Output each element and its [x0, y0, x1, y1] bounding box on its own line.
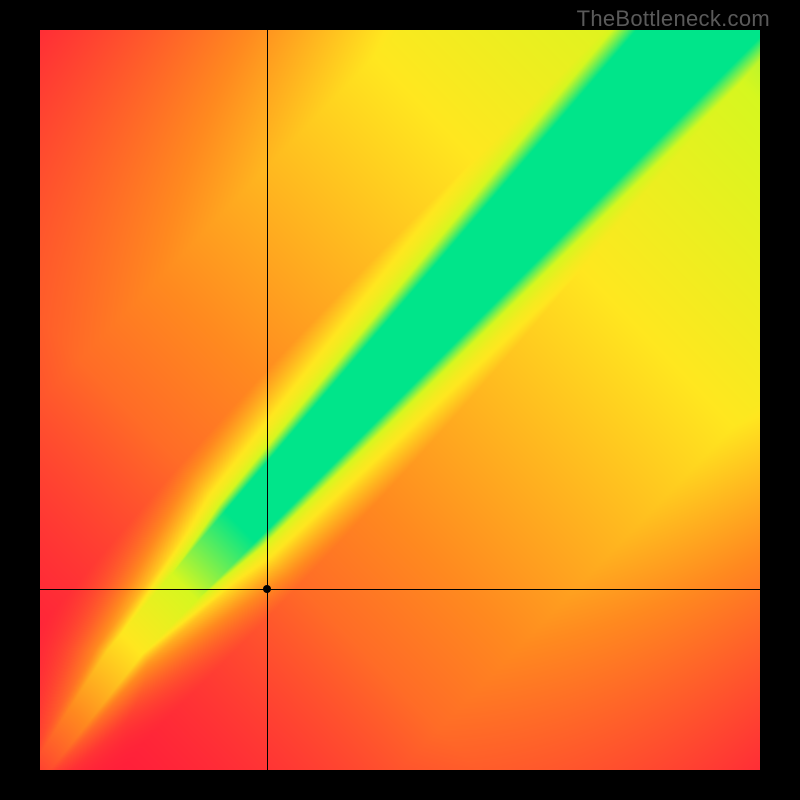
- crosshair-horizontal: [40, 589, 760, 590]
- watermark-text: TheBottleneck.com: [577, 6, 770, 32]
- crosshair-vertical: [267, 30, 268, 770]
- selected-point-marker: [263, 585, 271, 593]
- heatmap-canvas: [40, 30, 760, 770]
- bottleneck-heatmap: [40, 30, 760, 770]
